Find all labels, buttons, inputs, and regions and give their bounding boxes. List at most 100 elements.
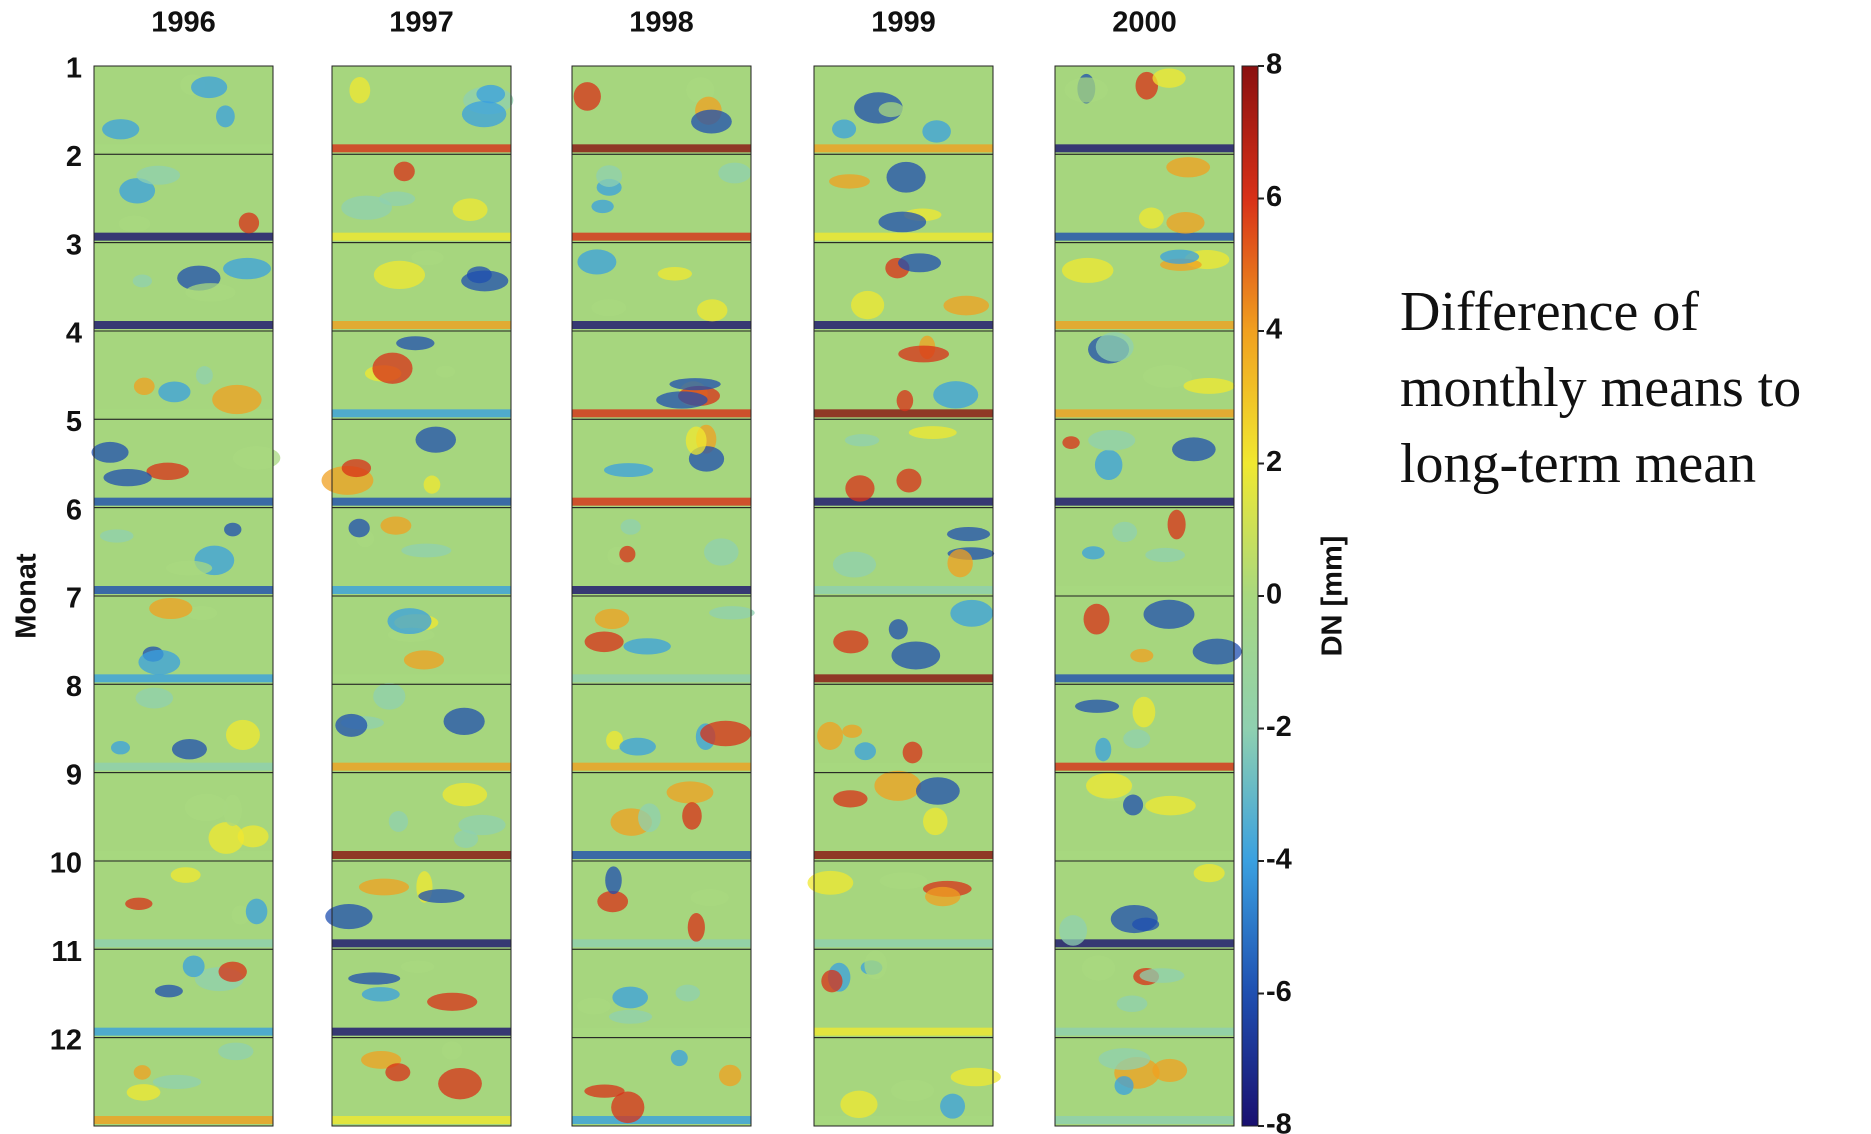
map-panel: [571, 330, 752, 420]
panel-band: [332, 851, 511, 859]
map-panel: [93, 153, 274, 244]
panel-blob: [423, 475, 441, 494]
map-panel: [93, 507, 274, 597]
panel-blob: [605, 866, 622, 895]
map-panel: [813, 595, 994, 685]
panel-blob: [378, 191, 416, 207]
panel-band: [572, 232, 751, 241]
map-panel: [1054, 772, 1235, 862]
panel-blob: [325, 903, 373, 930]
panel-blob: [940, 1093, 966, 1119]
panel-blob: [385, 1063, 411, 1082]
panel-blob: [99, 529, 134, 543]
panel-fill: [572, 66, 751, 155]
panel-blob: [135, 687, 174, 709]
panel-band: [94, 232, 273, 241]
panel-blob: [195, 366, 213, 385]
panel-band: [814, 497, 993, 506]
panel-band: [814, 144, 993, 153]
panel-blob: [829, 174, 870, 189]
panel-blob: [1081, 546, 1105, 560]
map-panel: [93, 65, 274, 155]
panel-blob: [890, 1079, 935, 1102]
panel-blob: [922, 120, 951, 143]
map-panel: [93, 242, 274, 332]
panel-blob: [1172, 437, 1216, 462]
panel-blob: [845, 475, 875, 502]
panel-band: [332, 674, 511, 683]
panel-band: [572, 321, 751, 329]
panel-band: [572, 144, 751, 153]
panel-blob: [245, 898, 268, 925]
panel-blob: [1088, 429, 1136, 451]
panel-blob: [360, 1050, 402, 1069]
map-panel: [1054, 595, 1242, 685]
panel-blob: [136, 165, 181, 185]
panel-blob: [1138, 207, 1164, 229]
panel-band: [94, 674, 273, 683]
panel-blob: [687, 913, 705, 942]
panel-blob: [878, 102, 904, 118]
panel-blob: [597, 890, 629, 913]
panel-blob: [638, 803, 661, 833]
panel-band: [332, 409, 511, 418]
panel-border: [1054, 1037, 1235, 1127]
panel-blob: [191, 76, 228, 99]
panel-blob: [925, 886, 961, 907]
panel-band: [332, 762, 511, 771]
panel-blob: [1132, 696, 1156, 728]
panel-blob: [591, 299, 627, 317]
panel-blob: [132, 274, 152, 288]
map-panel: [813, 65, 994, 155]
panel-blob: [946, 527, 991, 542]
row-label: 7: [66, 583, 82, 615]
map-panel: [571, 683, 752, 774]
row-label: 4: [66, 318, 82, 350]
panel-blob: [685, 426, 707, 455]
panel-blob: [396, 336, 435, 351]
panel-blob: [335, 713, 368, 737]
map-panel: [813, 683, 994, 774]
panel-blob: [1135, 71, 1159, 100]
panel-blob: [604, 463, 654, 478]
panel-blob: [878, 211, 927, 233]
panel-blob: [1123, 794, 1144, 816]
panel-band: [94, 1116, 273, 1124]
panel-band: [94, 409, 273, 418]
map-panel: [331, 595, 512, 685]
panel-blob: [218, 961, 247, 982]
panel-blob: [216, 105, 235, 128]
panel-fill: [572, 419, 751, 508]
panel-band: [572, 674, 751, 683]
panel-blob: [225, 719, 260, 751]
panel-blob: [1142, 364, 1193, 388]
panel-blob: [657, 267, 693, 281]
map-panel: [331, 242, 512, 332]
map-panel: [571, 65, 752, 155]
panel-blob: [675, 984, 701, 1002]
panel-blob: [1139, 968, 1185, 983]
panel-band: [94, 1027, 273, 1036]
map-panel: [813, 507, 995, 597]
map-panel: [1054, 948, 1235, 1039]
map-panel: [571, 1037, 752, 1127]
panel-blob: [182, 955, 205, 978]
panel-blob: [1075, 699, 1120, 713]
annotation-line: long-term mean: [1400, 433, 1756, 495]
panel-blob: [452, 198, 488, 221]
panel-blob: [896, 390, 914, 412]
panel-blob: [223, 257, 271, 280]
colorbar-tick-label: 2: [1266, 446, 1282, 478]
panel-blob: [171, 738, 207, 760]
panel-band: [332, 232, 511, 241]
panel-blob: [476, 84, 506, 104]
panel-blob: [682, 802, 702, 830]
map-panel: [93, 948, 274, 1039]
panel-blob: [704, 538, 739, 566]
panel-band: [1055, 409, 1234, 418]
panel-blob: [441, 1041, 463, 1060]
panel-blob: [458, 814, 506, 836]
panel-band: [332, 497, 511, 506]
panel-band: [1055, 1027, 1234, 1036]
map-panel: [1054, 242, 1235, 332]
